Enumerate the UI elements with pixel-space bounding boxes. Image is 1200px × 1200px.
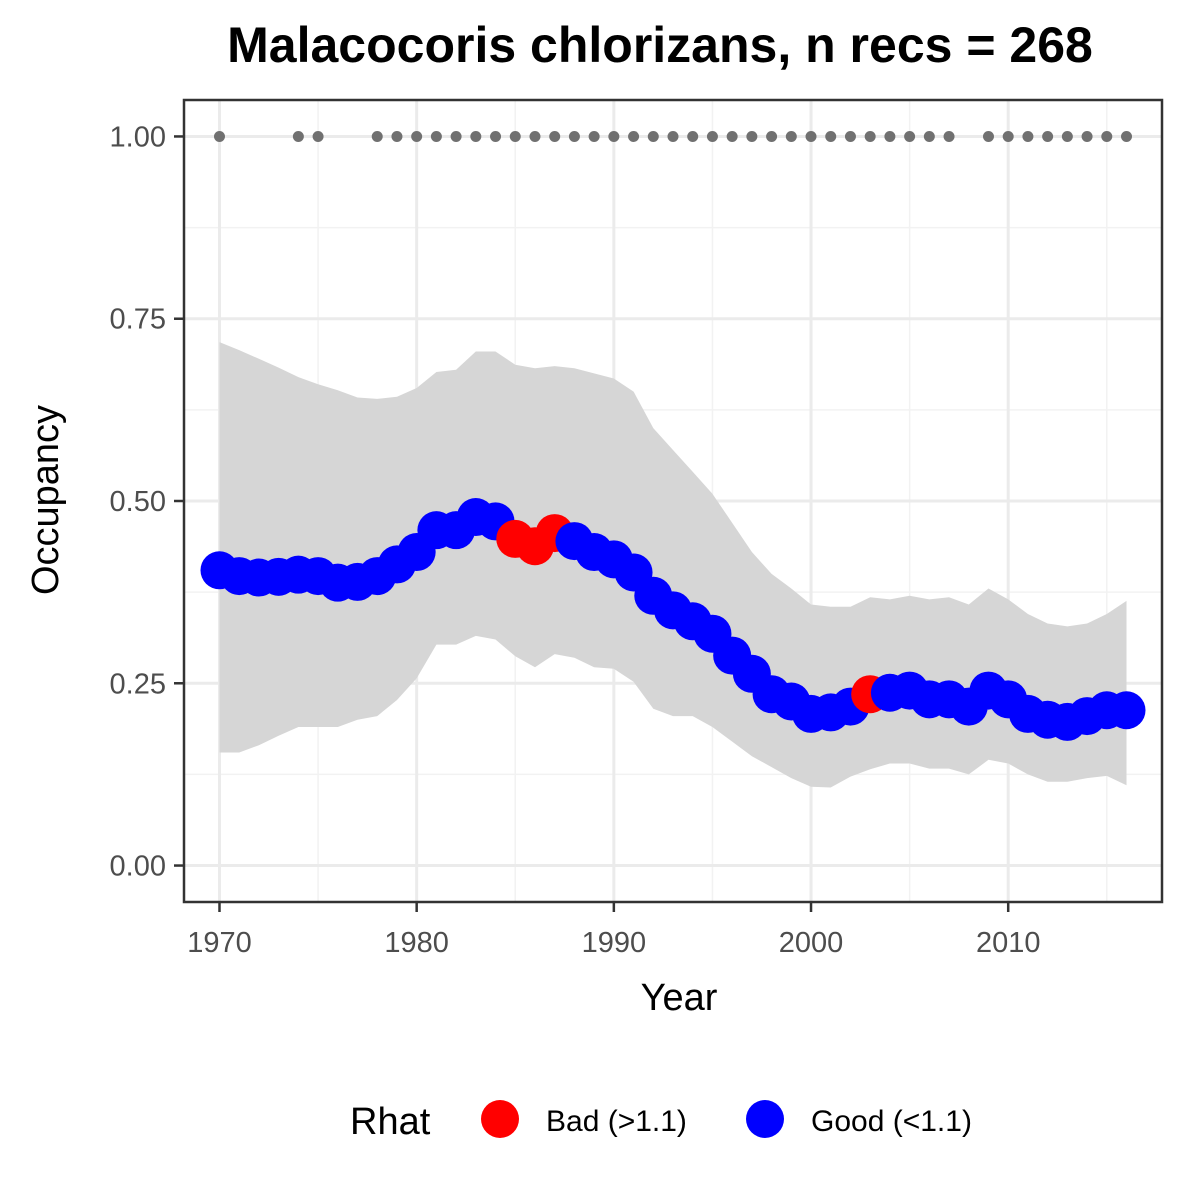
record-dot [766,130,778,142]
record-dot [825,130,837,142]
record-dot [746,130,758,142]
record-dot [430,130,442,142]
occupancy-point-good [1107,691,1146,730]
record-dot [292,130,304,142]
record-dot [1042,130,1054,142]
x-tick-label: 2000 [779,927,844,959]
record-dot [923,130,935,142]
record-dot [608,130,620,142]
record-dot [509,130,521,142]
record-dot [785,130,797,142]
record-dot [1061,130,1073,142]
record-dot [982,130,994,142]
record-dot [864,130,876,142]
record-dot [312,130,324,142]
record-dot [904,130,916,142]
legend-key-bad [481,1100,519,1138]
legend: Rhat Bad (>1.1) Good (<1.1) [350,1100,972,1143]
legend-label-bad: Bad (>1.1) [546,1105,687,1138]
legend-label-good: Good (<1.1) [811,1105,972,1138]
legend-key-good [746,1100,784,1138]
record-dot [844,130,856,142]
x-tick-label: 1970 [187,927,252,959]
plot-panel [184,100,1162,902]
record-dot [371,130,383,142]
legend-title: Rhat [350,1101,431,1143]
record-dot [411,130,423,142]
record-dot [391,130,403,142]
record-dot [1022,130,1034,142]
chart-title: Malacocoris chlorizans, n recs = 268 [227,17,1093,73]
record-dot [450,130,462,142]
record-dot [213,130,225,142]
record-dot [588,130,600,142]
record-dot [805,130,817,142]
y-tick-label: 0.75 [110,304,166,336]
record-dot [647,130,659,142]
record-dot [529,130,541,142]
record-dot [549,130,561,142]
y-axis-title: Occupancy [25,405,67,595]
x-tick-label: 2010 [976,927,1041,959]
record-dot [1081,130,1093,142]
record-dot [568,130,580,142]
record-dot [1002,130,1014,142]
record-dot [726,130,738,142]
record-dot [470,130,482,142]
axes: 1970 1980 1990 2000 2010 0.00 0.25 0.50 0.75 1.00 [110,98,1164,959]
record-dot [490,130,502,142]
y-tick-label: 1.00 [110,121,166,153]
x-tick-label: 1980 [384,927,449,959]
record-dot [687,130,699,142]
record-dot [1121,130,1133,142]
record-dot [943,130,955,142]
record-dot [706,130,718,142]
record-dot [667,130,679,142]
y-tick-label: 0.25 [110,668,166,700]
x-axis-title: Year [641,977,718,1019]
y-tick-label: 0.50 [110,486,166,518]
record-dot [884,130,896,142]
y-tick-label: 0.00 [110,851,166,883]
record-dot [1101,130,1113,142]
record-dot [628,130,640,142]
x-tick-label: 1990 [582,927,647,959]
